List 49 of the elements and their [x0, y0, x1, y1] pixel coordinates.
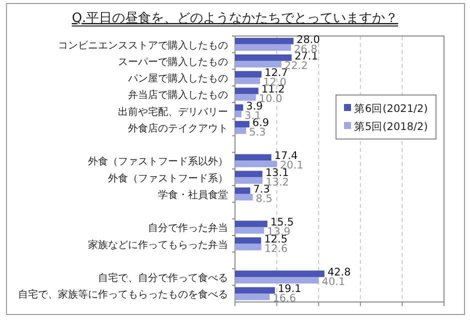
bar: [235, 127, 246, 134]
y-tick-label: パン屋で購入したもの: [127, 72, 228, 85]
data-label: 28.0: [296, 34, 320, 46]
y-tick-label: 外食（ファストフード系以外）: [88, 156, 228, 168]
bar: [235, 277, 319, 284]
y-tick-label: 外食（ファストフード系）: [108, 172, 228, 184]
bar: [235, 71, 262, 78]
y-tick-label: 外食店のテイクアウト: [128, 122, 228, 134]
bar: [235, 160, 278, 168]
bar: [235, 60, 282, 68]
y-tick-label: スーパーで購入したもの: [118, 56, 228, 68]
bar: [235, 237, 262, 244]
bar: [235, 44, 292, 51]
data-label: 12.6: [264, 242, 288, 255]
bar: [235, 187, 250, 194]
data-label: 40.1: [322, 276, 346, 288]
y-tick-label: 自分で作った弁当: [148, 222, 228, 234]
y-tick-label: コンビニエンスストアで購入したもの: [58, 39, 228, 52]
legend-label: 第6回(2021/2): [354, 103, 428, 115]
bar: [235, 294, 270, 300]
y-tick-label: 出前や宅配、デリバリー: [118, 106, 228, 118]
y-tick-label: 学食・社員食堂: [158, 188, 228, 201]
bar: [235, 270, 324, 278]
bar: [235, 154, 272, 161]
bar: [235, 287, 275, 294]
y-tick-label: 弁当店で購入したもの: [128, 89, 228, 102]
bar: [235, 177, 263, 184]
bar: [235, 78, 260, 84]
y-tick-label: 家族などに作ってもらった弁当: [88, 238, 228, 251]
data-label: 5.3: [249, 126, 266, 138]
bar: [235, 104, 244, 111]
bar: [235, 94, 256, 101]
legend-label: 第5回(2018/2): [354, 121, 428, 133]
bar: [235, 88, 258, 94]
data-label: 16.6: [272, 292, 296, 305]
bar: [235, 244, 262, 250]
bar: [235, 120, 250, 128]
bar: [235, 110, 242, 118]
data-label: 7.3: [253, 183, 270, 196]
bar: [235, 38, 294, 44]
data-label: 8.5: [256, 192, 272, 205]
bar: [235, 170, 262, 178]
y-tick-label: 自宅で、家族等に作ってもらったものを食べる: [18, 288, 228, 301]
bar: [235, 54, 292, 61]
y-tick-label: 自宅で、自分で作って食べる: [98, 272, 228, 284]
bar: [235, 194, 253, 200]
chart-title: Q.平日の昼食を、どのようなかたちでとっていますか？: [72, 11, 398, 26]
bar: [235, 220, 268, 228]
bar: [235, 227, 264, 234]
